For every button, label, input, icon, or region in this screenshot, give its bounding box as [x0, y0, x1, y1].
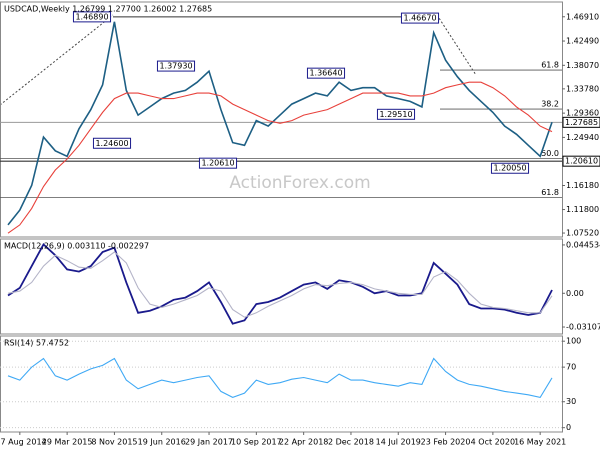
panel-frame	[0, 335, 563, 433]
y-tick-label: 70	[566, 363, 576, 372]
series-line	[7, 242, 553, 325]
series-line	[7, 81, 553, 234]
y-tick-label: 100	[566, 337, 581, 346]
fib-label: 61.8	[541, 188, 559, 197]
annotation-label: 1.20610	[201, 159, 234, 168]
panel-title: RSI(14) 57.4752	[4, 339, 69, 348]
y-tick-label: 1.42490	[566, 37, 599, 46]
annotation-label: 1.46890	[75, 12, 108, 21]
fib-label: 50.0	[541, 149, 559, 158]
x-tick-label: 10 Sep 2017	[231, 438, 282, 447]
trend-line	[436, 14, 477, 76]
annotation-box	[376, 108, 416, 120]
fib-label: 61.8	[541, 61, 559, 70]
x-tick-label: 22 Apr 2018	[279, 438, 328, 447]
annotation-label: 1.36640	[309, 69, 342, 78]
annotation-box	[306, 67, 346, 79]
annotation-box	[198, 157, 238, 169]
price-marker-box	[562, 116, 600, 128]
annotation-box	[490, 162, 530, 174]
panel-frame	[0, 238, 563, 335]
x-tick-label: 16 May 2021	[514, 438, 566, 447]
panel-title: MACD(12,26,9) 0.003110 -0.002297	[4, 242, 149, 251]
annotation-label: 1.20050	[493, 164, 526, 173]
x-tick-label: 2 Dec 2018	[328, 438, 374, 447]
series-line	[7, 21, 553, 226]
watermark: ActionForex.com	[229, 173, 370, 193]
y-tick-label: 0.044534	[566, 240, 600, 249]
x-tick-label: 4 Oct 2020	[471, 438, 515, 447]
y-tick-label: 1.33780	[566, 84, 599, 93]
price-marker-label: 1.27685	[565, 118, 598, 127]
y-tick-label: 1.16180	[566, 181, 599, 190]
annotation-box	[156, 60, 196, 72]
y-tick-label: -0.031072	[566, 323, 600, 332]
annotation-label: 1.46670	[403, 14, 436, 23]
annotation-box	[72, 11, 112, 23]
y-tick-label: 1.11800	[566, 205, 599, 214]
annotation-label: 1.24600	[95, 139, 128, 148]
x-tick-label: 23 Feb 2020	[421, 438, 471, 447]
panel-title: USDCAD,Weekly 1.26799 1.27700 1.26002 1.…	[4, 5, 212, 14]
price-marker-label: 1.20610	[565, 157, 598, 166]
y-tick-label: 1.24940	[566, 133, 599, 142]
y-tick-label: 1.29360	[566, 109, 599, 118]
annotation-label: 1.29510	[379, 110, 412, 119]
x-tick-label: 29 Mar 2015	[42, 438, 93, 447]
trend-line	[0, 14, 114, 106]
y-tick-label: 0	[566, 423, 571, 432]
x-tick-label: 29 Jan 2017	[185, 438, 233, 447]
fib-label: 38.2	[541, 100, 559, 109]
series-line	[7, 357, 553, 399]
price-marker-box	[562, 155, 600, 167]
x-tick-label: 17 Aug 2014	[0, 438, 47, 447]
x-tick-label: 14 Jul 2019	[376, 438, 421, 447]
annotation-box	[92, 137, 132, 149]
annotation-box	[400, 12, 440, 24]
x-tick-label: 8 Nov 2015	[91, 438, 137, 447]
y-tick-label: 0.00	[566, 289, 584, 298]
x-tick-label: 19 Jun 2016	[138, 438, 186, 447]
annotation-label: 1.37930	[159, 62, 192, 71]
y-tick-label: 1.46910	[566, 12, 599, 21]
y-tick-label: 1.07520	[566, 229, 599, 238]
y-tick-label: 30	[566, 397, 576, 406]
y-tick-label: 1.38070	[566, 61, 599, 70]
series-line	[7, 251, 553, 318]
